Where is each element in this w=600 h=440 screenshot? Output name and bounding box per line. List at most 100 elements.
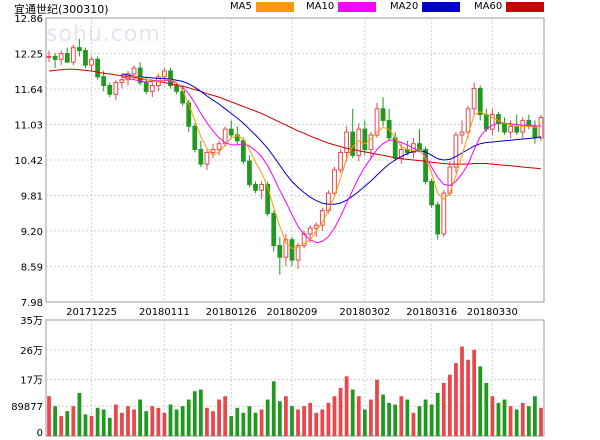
- candle-body: [508, 125, 513, 133]
- stock-title: 宜通世纪(300310): [14, 1, 109, 17]
- date-tick-label: 20180126: [206, 307, 257, 318]
- volume-bar: [259, 409, 264, 436]
- legend-ma60-label: MA60: [474, 1, 503, 12]
- volume-bar: [180, 406, 185, 436]
- candle-body: [95, 58, 101, 78]
- volume-bar: [484, 382, 489, 436]
- volume-bar: [192, 391, 197, 436]
- candle-body: [538, 117, 544, 139]
- candle-body: [441, 192, 447, 235]
- volume-bar: [59, 416, 64, 436]
- volume-bar: [332, 396, 337, 436]
- volume-bar: [417, 406, 422, 436]
- volume-bar: [496, 402, 501, 436]
- volume-bar: [423, 399, 428, 436]
- volume-bar: [338, 387, 343, 436]
- volume-bar: [144, 411, 149, 436]
- legend-ma60-swatch: [506, 1, 545, 12]
- date-tick-label: 20171225: [66, 307, 117, 318]
- volume-bar: [441, 382, 446, 436]
- volume-bar: [369, 399, 373, 436]
- candle-body: [532, 125, 538, 139]
- price-tick-label: 8.59: [21, 263, 43, 274]
- volume-bar: [138, 399, 143, 436]
- ma10-line: [121, 76, 542, 244]
- volume-bar: [350, 389, 355, 436]
- candle-body: [283, 239, 289, 258]
- candle-body: [459, 131, 465, 136]
- volume-bar: [490, 396, 495, 436]
- candle-body: [119, 79, 125, 84]
- volume-bar: [405, 399, 410, 436]
- volume-bar: [314, 412, 319, 436]
- price-tick-label: 9.20: [21, 227, 43, 238]
- volume-bar: [393, 404, 398, 436]
- volume-bar: [89, 416, 94, 436]
- candle-body: [222, 128, 228, 145]
- volume-tick-label: 0: [37, 428, 43, 439]
- volume-bar: [77, 392, 82, 436]
- candle-body: [247, 160, 252, 185]
- volume-bar: [277, 401, 282, 436]
- volume-tick-label: 26万: [20, 346, 43, 357]
- candle-body: [289, 239, 295, 261]
- candles-group: [46, 38, 544, 275]
- candle-body: [46, 55, 52, 58]
- chart-header: 宜通世纪(300310) MA5 MA10 MA20 MA60: [0, 0, 600, 16]
- candle-body: [137, 67, 143, 84]
- volume-bar: [290, 406, 294, 436]
- candle-body: [295, 245, 301, 261]
- volume-bar: [454, 363, 458, 436]
- volume-bar: [356, 396, 361, 436]
- volume-bars-group: [47, 346, 543, 436]
- candle-body: [465, 108, 471, 133]
- volume-tick-label: 35万: [20, 316, 43, 327]
- legend-ma60: MA60: [474, 1, 545, 12]
- legend-ma5-swatch: [255, 1, 294, 12]
- candle-body: [483, 114, 489, 130]
- candle-body: [113, 82, 119, 95]
- stock-code: (300310): [58, 3, 109, 16]
- candle-body: [417, 143, 422, 151]
- legend-ma5: MA5: [230, 1, 294, 12]
- volume-bar: [296, 409, 300, 436]
- volume-bar: [53, 406, 57, 436]
- candle-body: [374, 108, 380, 136]
- legend-ma20: MA20: [390, 1, 461, 12]
- ma5-line: [121, 75, 542, 250]
- legend-ma20-label: MA20: [390, 1, 419, 12]
- candle-body: [162, 70, 167, 78]
- volume-bar: [429, 404, 434, 436]
- volume-bar: [235, 407, 240, 436]
- volume-bar: [302, 406, 306, 436]
- price-tick-label: 12.25: [14, 50, 43, 61]
- date-tick-label: 20180302: [339, 307, 390, 318]
- price-tick-label: 11.03: [14, 121, 43, 132]
- candle-body: [228, 128, 234, 136]
- candle-body: [423, 149, 428, 183]
- volume-bar: [284, 396, 288, 436]
- volume-bar: [399, 396, 404, 436]
- volume-bar: [101, 409, 106, 436]
- candle-body: [338, 151, 343, 171]
- price-tick-label: 11.64: [14, 85, 43, 96]
- volume-bar: [71, 406, 76, 436]
- candle-body: [429, 181, 435, 206]
- volume-bar: [186, 399, 191, 436]
- volume-bar: [375, 379, 379, 436]
- price-tick-label: 7.98: [21, 298, 43, 309]
- volume-bar: [113, 404, 118, 436]
- volume-bar: [466, 359, 470, 436]
- candle-body: [435, 204, 441, 235]
- legend-ma20-swatch: [422, 1, 461, 12]
- volume-bar: [217, 399, 221, 436]
- volume-bar: [514, 409, 519, 436]
- candle-body: [210, 149, 216, 153]
- volume-bar: [150, 406, 155, 436]
- candle-body: [502, 122, 507, 133]
- volume-bar: [126, 406, 130, 436]
- volume-bar: [411, 412, 416, 436]
- candle-body: [192, 125, 198, 151]
- candle-body: [514, 125, 520, 133]
